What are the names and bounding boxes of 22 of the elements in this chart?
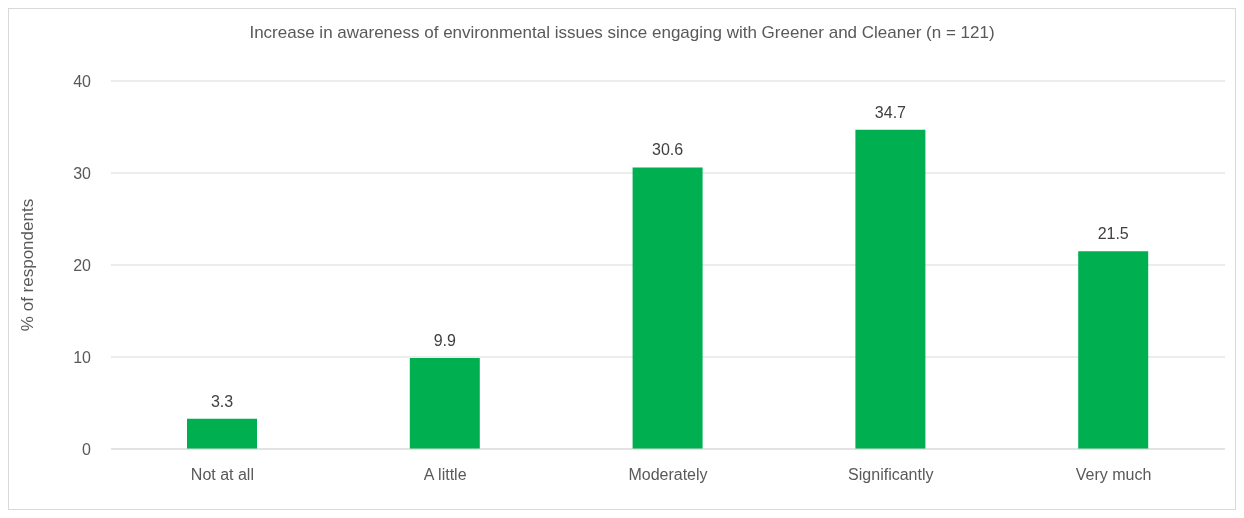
bar xyxy=(855,129,926,449)
y-tick-label: 0 xyxy=(82,440,92,458)
x-tick-label: Very much xyxy=(1075,466,1152,484)
x-tick-label: Significantly xyxy=(848,466,934,484)
x-tick-label: A little xyxy=(423,466,467,484)
y-tick-label: 40 xyxy=(73,72,92,90)
data-label: 9.9 xyxy=(433,331,457,349)
data-label: 21.5 xyxy=(1097,225,1129,243)
bar xyxy=(187,418,257,449)
x-tick-label: Not at all xyxy=(190,466,254,484)
x-tick-label: Moderately xyxy=(628,466,708,484)
bar xyxy=(632,167,703,449)
data-label: 30.6 xyxy=(652,141,684,159)
data-label: 3.3 xyxy=(210,392,234,410)
data-label: 34.7 xyxy=(874,103,907,121)
bar xyxy=(409,357,480,449)
y-tick-label: 20 xyxy=(73,256,92,274)
bar xyxy=(1078,251,1149,449)
chart-title: Increase in awareness of environmental issues since engaging with Greener and Cleaner (n = 121) xyxy=(248,23,996,43)
y-axis-title: % of respondents xyxy=(18,198,38,332)
y-tick-label: 10 xyxy=(73,348,92,366)
y-tick-label: 30 xyxy=(73,164,92,182)
